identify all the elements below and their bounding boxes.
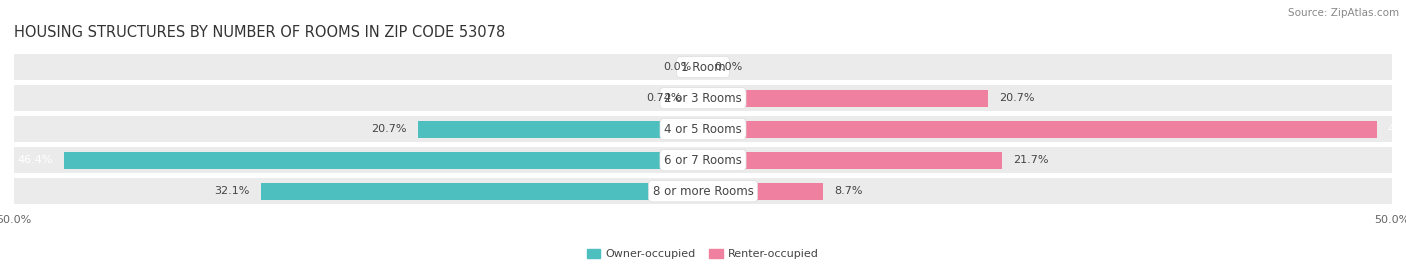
Bar bbox=[703, 90, 988, 107]
Bar bbox=[14, 54, 1392, 80]
Bar bbox=[260, 183, 703, 200]
Text: 46.4%: 46.4% bbox=[17, 155, 52, 165]
Text: 2 or 3 Rooms: 2 or 3 Rooms bbox=[664, 91, 742, 105]
Bar bbox=[693, 90, 703, 107]
Bar bbox=[14, 116, 1392, 142]
Text: 20.7%: 20.7% bbox=[371, 124, 406, 134]
Bar bbox=[703, 152, 1002, 169]
Text: 6 or 7 Rooms: 6 or 7 Rooms bbox=[664, 154, 742, 167]
Bar bbox=[63, 152, 703, 169]
Text: Source: ZipAtlas.com: Source: ZipAtlas.com bbox=[1288, 8, 1399, 18]
Bar bbox=[14, 147, 1392, 173]
Legend: Owner-occupied, Renter-occupied: Owner-occupied, Renter-occupied bbox=[582, 245, 824, 264]
Text: 32.1%: 32.1% bbox=[214, 186, 250, 196]
Bar bbox=[703, 121, 1376, 138]
Text: 0.74%: 0.74% bbox=[647, 93, 682, 103]
Text: HOUSING STRUCTURES BY NUMBER OF ROOMS IN ZIP CODE 53078: HOUSING STRUCTURES BY NUMBER OF ROOMS IN… bbox=[14, 25, 505, 40]
Text: 20.7%: 20.7% bbox=[1000, 93, 1035, 103]
Bar bbox=[14, 85, 1392, 111]
Text: 4 or 5 Rooms: 4 or 5 Rooms bbox=[664, 123, 742, 136]
Bar bbox=[418, 121, 703, 138]
Text: 21.7%: 21.7% bbox=[1012, 155, 1049, 165]
Bar bbox=[14, 178, 1392, 204]
Text: 48.9%: 48.9% bbox=[1388, 124, 1406, 134]
Text: 1 Room: 1 Room bbox=[681, 61, 725, 73]
Text: 8.7%: 8.7% bbox=[834, 186, 862, 196]
Text: 0.0%: 0.0% bbox=[714, 62, 742, 72]
Bar bbox=[703, 183, 823, 200]
Text: 8 or more Rooms: 8 or more Rooms bbox=[652, 185, 754, 198]
Text: 0.0%: 0.0% bbox=[664, 62, 692, 72]
